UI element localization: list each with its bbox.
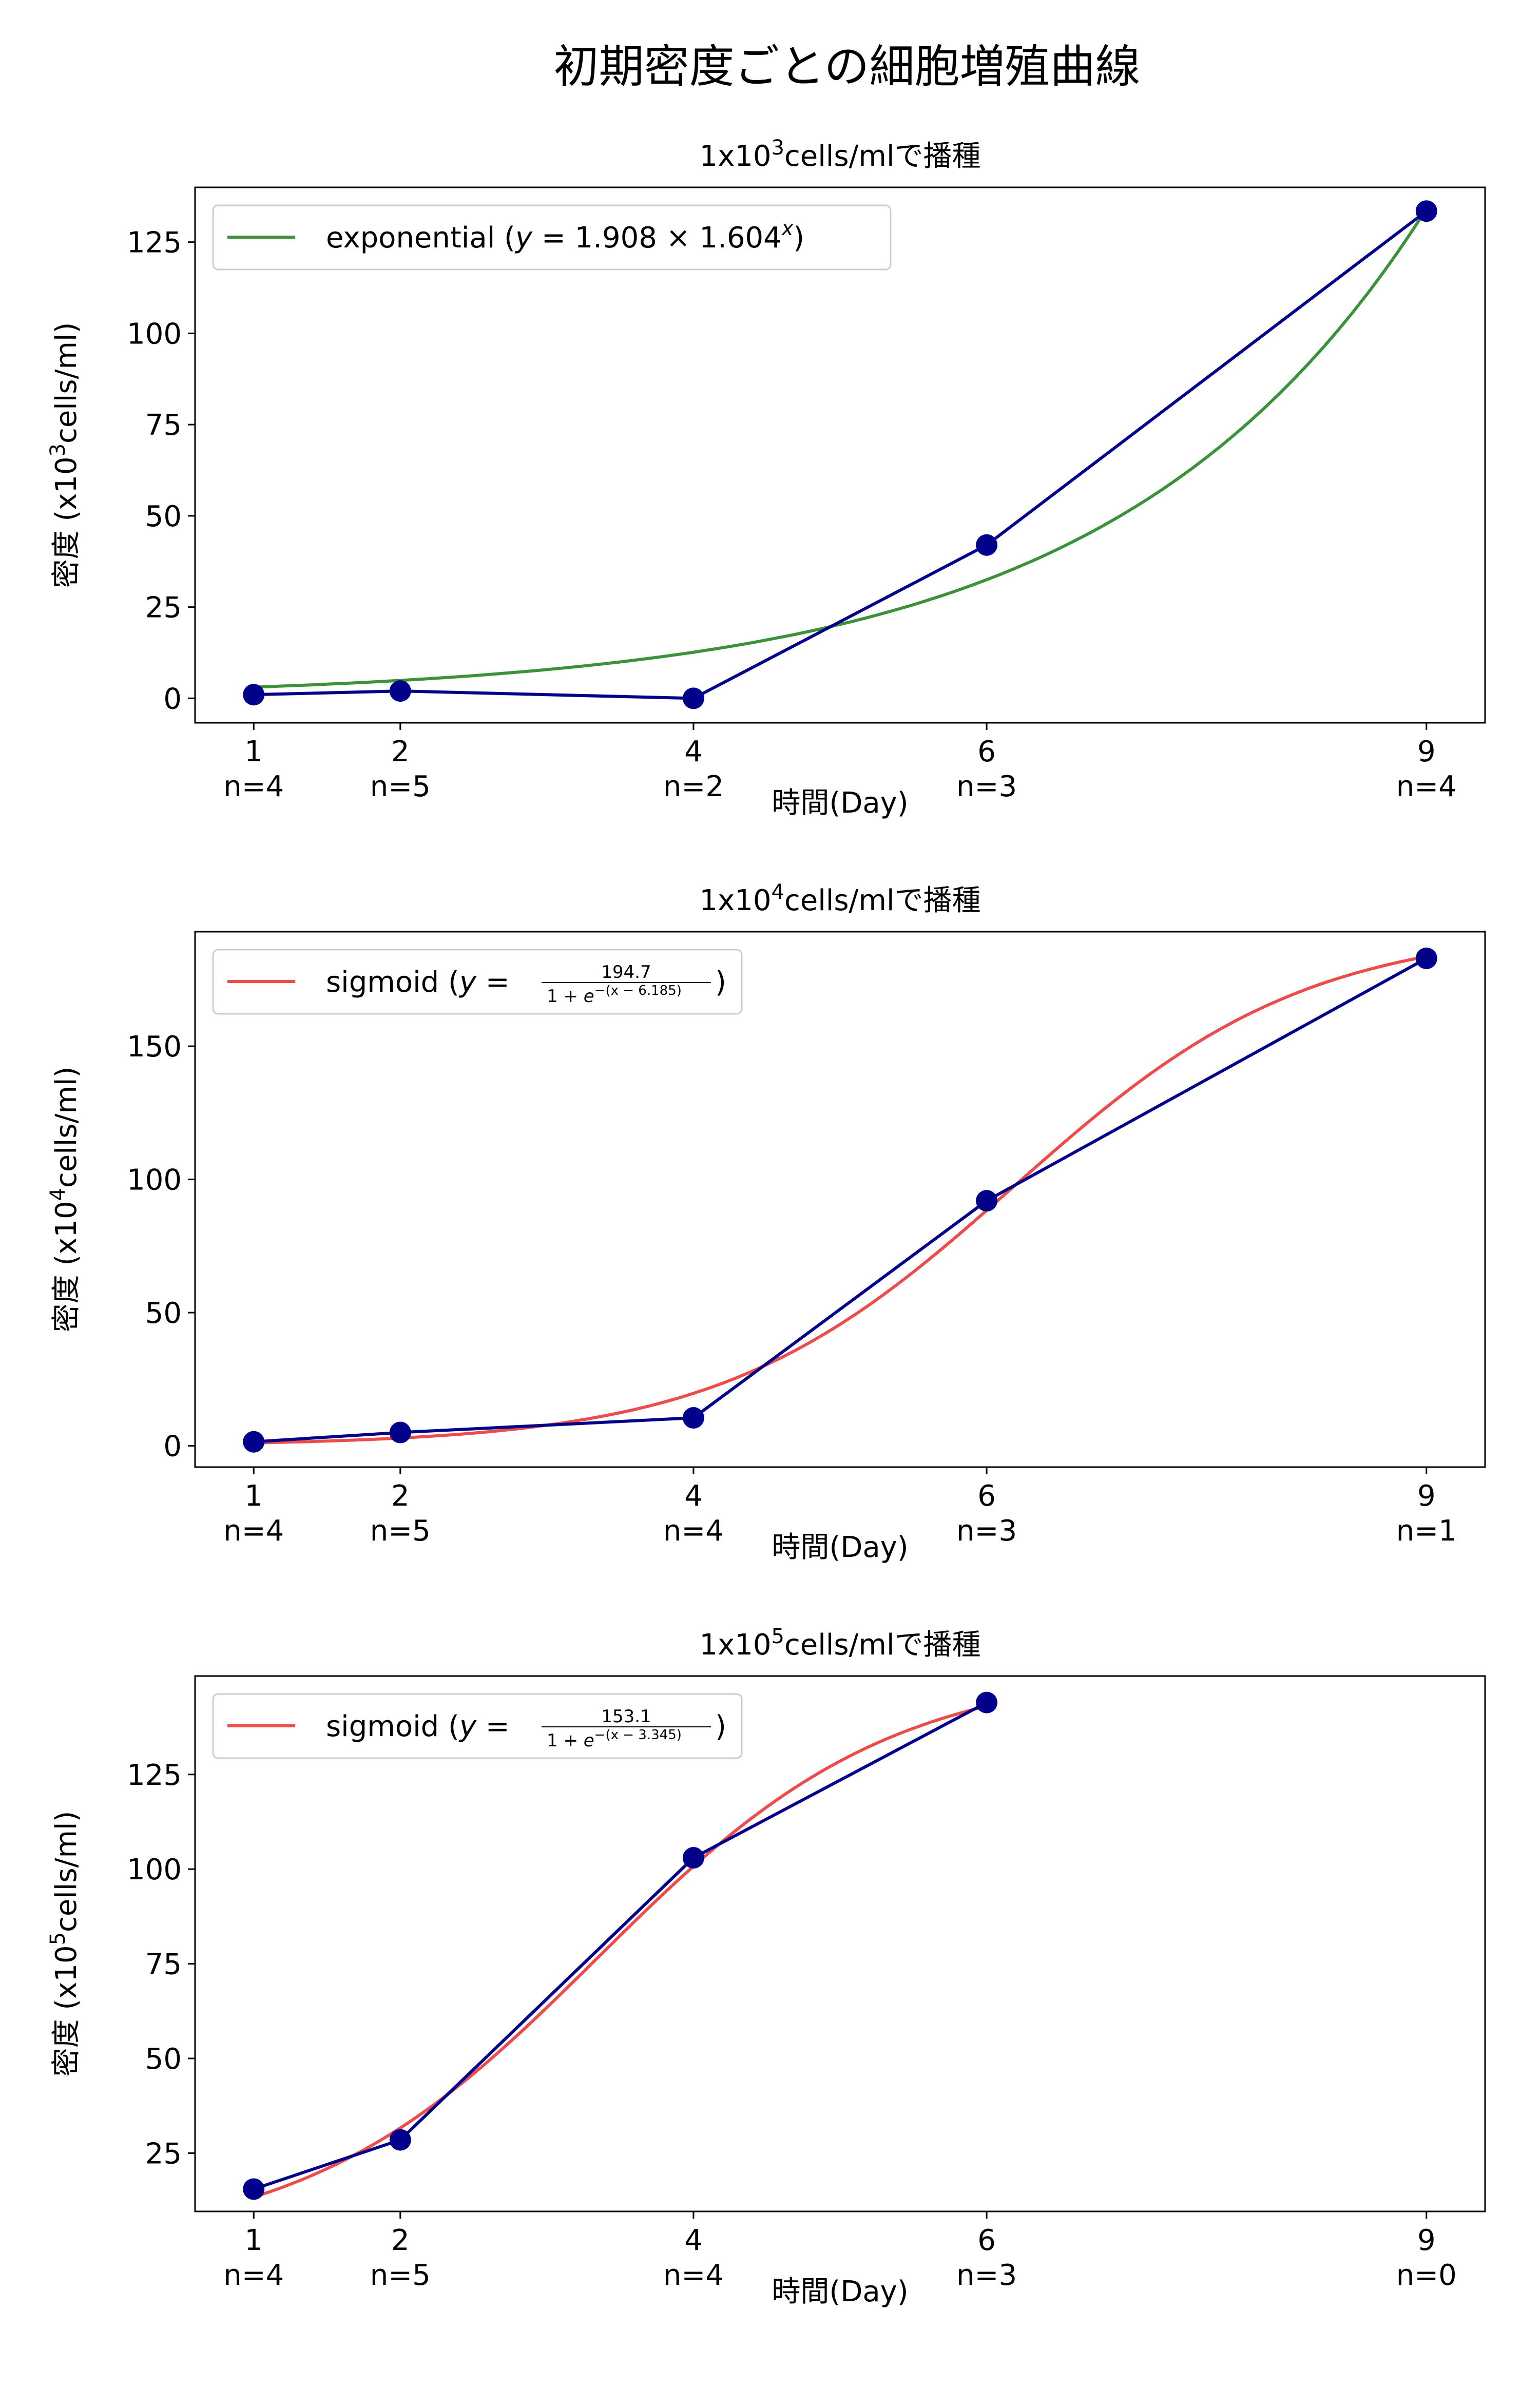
legend-fraction-denominator: 1 + e−(x − 6.185) — [547, 983, 682, 1007]
x-tick-label: 2 — [391, 735, 410, 768]
x-tick-label: 2 — [391, 2224, 410, 2257]
x-tick-label: 9 — [1417, 2224, 1436, 2257]
y-tick-label: 50 — [145, 500, 182, 533]
legend-label: sigmoid (y = — [326, 1710, 510, 1743]
legend: sigmoid (y = 153.11 + e−(x − 3.345)) — [212, 1693, 743, 1759]
x-tick-label: 6 — [977, 2224, 996, 2257]
y-tick-label: 100 — [127, 1164, 182, 1197]
y-tick-label: 0 — [163, 682, 182, 716]
plot-frame — [194, 1675, 1486, 2212]
legend-close-paren: ) — [715, 966, 726, 999]
fit-curve-sigmoid — [254, 955, 1427, 1445]
chart-panel-1: 1x103cells/mlで播種02550751001251n=42n=54n=… — [46, 136, 1486, 820]
data-point — [389, 1421, 411, 1443]
x-tick-label: 1 — [244, 2224, 263, 2257]
y-tick-label: 75 — [145, 409, 182, 442]
x-tick-label: 9 — [1417, 1479, 1436, 1513]
legend-box — [212, 1693, 743, 1759]
panel-title: 1x103cells/mlで播種 — [700, 136, 981, 173]
data-point — [976, 534, 998, 556]
data-point — [682, 687, 704, 709]
sample-count-label: n=0 — [1396, 2259, 1457, 2292]
y-tick-label: 100 — [127, 1853, 182, 1886]
data-point — [976, 1190, 998, 1212]
y-tick-label: 125 — [127, 226, 182, 260]
y-tick-label: 0 — [163, 1430, 182, 1463]
sample-count-label: n=4 — [1396, 770, 1457, 803]
sample-count-label: n=5 — [370, 2259, 431, 2292]
x-axis-label: 時間(Day) — [772, 2275, 908, 2308]
sample-count-label: n=3 — [956, 1514, 1017, 1548]
legend-fraction-numerator: 153.1 — [601, 1706, 651, 1727]
legend-label: exponential (y = 1.908 × 1.604x) — [326, 217, 804, 255]
sample-count-label: n=4 — [223, 2259, 284, 2292]
chart-panel-3: 1x105cells/mlで播種2550751001251n=42n=54n=4… — [46, 1625, 1486, 2308]
legend-fraction-denominator: 1 + e−(x − 3.345) — [547, 1727, 682, 1751]
sample-count-label: n=4 — [663, 2259, 724, 2292]
sample-count-label: n=4 — [663, 1514, 724, 1548]
y-axis-label: 密度 (x103cells/ml) — [46, 322, 83, 588]
data-point — [976, 1691, 998, 1714]
y-axis-label: 密度 (x104cells/ml) — [46, 1067, 83, 1333]
data-point — [1415, 947, 1437, 969]
data-line — [253, 1701, 988, 2191]
plot-frame — [194, 186, 1486, 724]
x-tick-label: 6 — [977, 735, 996, 768]
y-tick-label: 125 — [127, 1759, 182, 1792]
x-tick-label: 4 — [684, 735, 703, 768]
sample-count-label: n=2 — [663, 770, 724, 803]
legend: exponential (y = 1.908 × 1.604x) — [212, 204, 892, 271]
x-tick-label: 1 — [244, 1479, 263, 1513]
data-point — [243, 684, 265, 706]
x-axis-label: 時間(Day) — [772, 1531, 908, 1564]
sample-count-label: n=1 — [1396, 1514, 1457, 1548]
sample-count-label: n=5 — [370, 1514, 431, 1548]
y-tick-label: 150 — [127, 1030, 182, 1064]
x-tick-label: 1 — [244, 735, 263, 768]
y-tick-label: 50 — [145, 1297, 182, 1330]
data-point — [1415, 200, 1437, 222]
figure-title: 初期密度ごとの細胞増殖曲線 — [553, 40, 1140, 93]
data-point — [243, 1431, 265, 1453]
data-point — [389, 2129, 411, 2151]
x-axis-label: 時間(Day) — [772, 786, 908, 820]
legend-fraction-numerator: 194.7 — [601, 962, 651, 983]
y-tick-label: 75 — [145, 1948, 182, 1981]
legend: sigmoid (y = 194.71 + e−(x − 6.185)) — [212, 949, 743, 1015]
data-point — [243, 2178, 265, 2200]
data-point — [682, 1407, 704, 1429]
legend-box — [212, 949, 743, 1015]
data-point — [389, 680, 411, 702]
sample-count-label: n=3 — [956, 2259, 1017, 2292]
y-tick-label: 50 — [145, 2043, 182, 2076]
x-tick-label: 2 — [391, 1479, 410, 1513]
panel-title: 1x105cells/mlで播種 — [700, 1625, 981, 1662]
sample-count-label: n=5 — [370, 770, 431, 803]
plot-frame — [194, 931, 1486, 1468]
panel-title: 1x104cells/mlで播種 — [700, 880, 981, 917]
chart-panel-2: 1x104cells/mlで播種0501001501n=42n=54n=46n=… — [46, 880, 1486, 1564]
x-tick-label: 9 — [1417, 735, 1436, 768]
data-point — [682, 1847, 704, 1869]
fit-curve-sigmoid — [253, 1704, 987, 2199]
x-tick-label: 4 — [684, 1479, 703, 1513]
fit-curve-exponential — [254, 208, 1428, 689]
y-axis-label: 密度 (x105cells/ml) — [46, 1811, 83, 2077]
y-tick-label: 100 — [127, 317, 182, 351]
sample-count-label: n=4 — [223, 1514, 284, 1548]
sample-count-label: n=3 — [956, 770, 1017, 803]
data-line — [254, 957, 1428, 1443]
y-tick-label: 25 — [145, 2137, 182, 2170]
legend-label: sigmoid (y = — [326, 966, 510, 999]
legend-box — [212, 204, 892, 271]
sample-count-label: n=4 — [223, 770, 284, 803]
chart-panels: 1x103cells/mlで播種02550751001251n=42n=54n=… — [46, 136, 1486, 2308]
legend-close-paren: ) — [715, 1710, 726, 1743]
y-tick-label: 25 — [145, 591, 182, 625]
x-tick-label: 6 — [977, 1479, 996, 1513]
x-tick-label: 4 — [684, 2224, 703, 2257]
